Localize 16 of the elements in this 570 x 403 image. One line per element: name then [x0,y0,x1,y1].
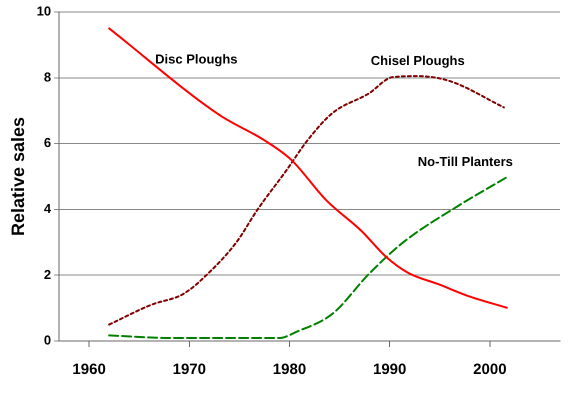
y-axis-title: Relative sales [8,116,28,236]
series-label: No-Till Planters [418,154,513,170]
y-tick-label: 10 [36,4,52,19]
y-tick-label: 4 [44,200,52,216]
y-tick-label: 6 [44,135,52,150]
y-tick-label: 8 [44,69,52,84]
line-series [108,176,508,340]
y-tick-label: 2 [44,266,52,282]
x-tick-label: 2000 [473,361,507,378]
x-tick-label: 1970 [172,361,206,378]
series-label: Chisel Ploughs [370,53,465,68]
x-tick-label: 1960 [72,361,106,378]
y-tick-label: 0 [44,332,52,348]
x-tick-label: 1990 [372,361,406,378]
x-tick-label: 1980 [272,361,306,378]
series-label: Disc Ploughs [155,52,238,67]
